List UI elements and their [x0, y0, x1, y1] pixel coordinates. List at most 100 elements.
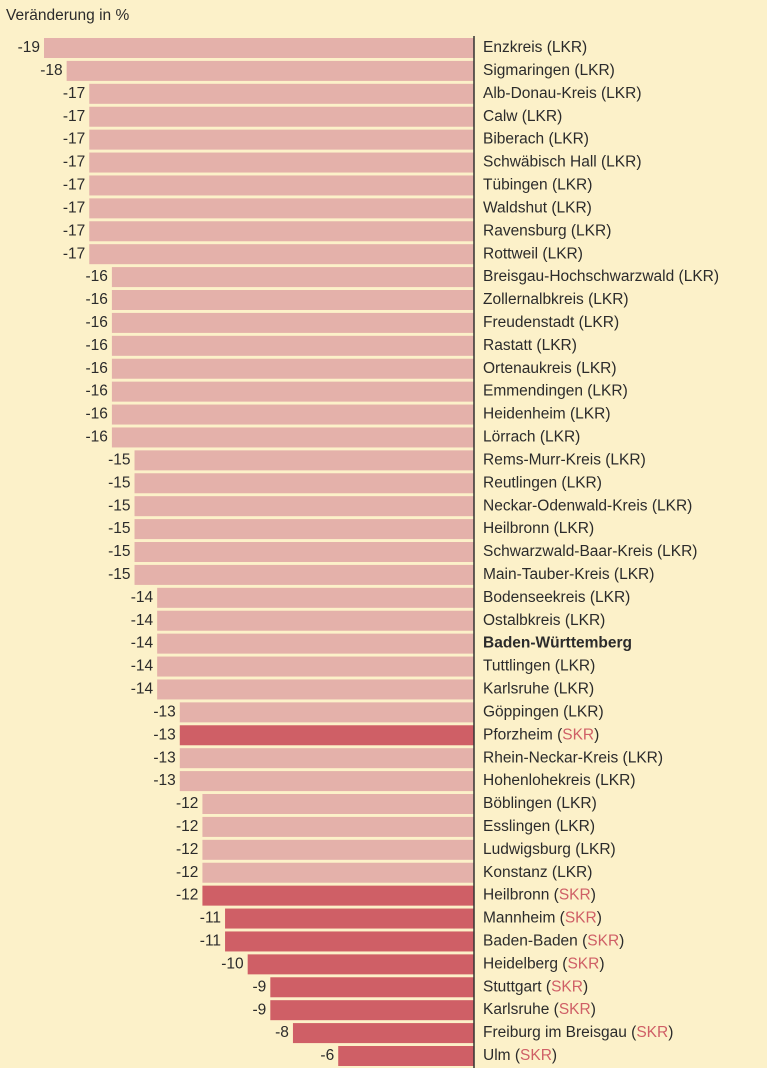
bar — [111, 312, 474, 333]
bar — [89, 244, 475, 265]
bar — [270, 1000, 474, 1021]
bar — [89, 221, 475, 242]
bar — [66, 60, 474, 81]
value-label: -8 — [275, 1024, 289, 1041]
label-part: SKR — [636, 1024, 668, 1041]
value-label: -15 — [108, 497, 130, 514]
bar — [111, 427, 474, 448]
bar — [134, 542, 475, 562]
value-label: -14 — [131, 658, 154, 675]
label-part: ) — [594, 726, 599, 743]
bar — [89, 106, 475, 127]
value-label: -19 — [18, 39, 40, 56]
value-label: -17 — [63, 131, 85, 148]
category-label: Karlsruhe (SKR) — [483, 1001, 596, 1018]
category-label: Hohenlohekreis (LKR) — [483, 772, 636, 789]
category-label: Ludwigsburg (LKR) — [483, 841, 616, 858]
category-label: Pforzheim (SKR) — [483, 726, 599, 743]
value-label: -9 — [253, 1001, 267, 1018]
value-label: -16 — [85, 291, 107, 308]
category-label: Konstanz (LKR) — [483, 864, 592, 881]
label-part: ) — [591, 1001, 596, 1018]
bar — [89, 198, 475, 219]
label-part: Heilbronn ( — [483, 887, 560, 904]
category-label: Göppingen (LKR) — [483, 703, 604, 720]
value-label: -12 — [176, 795, 198, 812]
value-label: -16 — [85, 360, 107, 377]
bar — [134, 496, 475, 517]
label-part: SKR — [559, 887, 591, 904]
value-label: -13 — [153, 703, 175, 720]
label-part: Ulm ( — [483, 1047, 521, 1064]
value-label: -17 — [63, 108, 85, 125]
value-label: -17 — [63, 85, 85, 102]
value-label: -15 — [108, 451, 130, 468]
category-label: Heilbronn (SKR) — [483, 887, 596, 904]
value-label: -15 — [108, 520, 130, 537]
category-label: Breisgau-Hochschwarzwald (LKR) — [483, 268, 719, 285]
value-label: -16 — [85, 429, 107, 446]
bar — [338, 1046, 474, 1066]
category-label: Emmendingen (LKR) — [483, 383, 628, 400]
bar — [111, 290, 474, 310]
label-part: ) — [619, 933, 624, 950]
bar — [202, 862, 474, 883]
bar — [134, 473, 475, 494]
bar — [179, 771, 474, 792]
category-label: Tübingen (LKR) — [483, 177, 592, 194]
category-label: Böblingen (LKR) — [483, 795, 597, 812]
category-label: Tuttlingen (LKR) — [483, 658, 595, 675]
value-label: -15 — [108, 543, 130, 560]
bar — [111, 335, 474, 356]
category-label: Main-Tauber-Kreis (LKR) — [483, 566, 654, 583]
label-part: SKR — [520, 1047, 552, 1064]
value-label: -17 — [63, 199, 85, 216]
bar — [270, 977, 474, 998]
bar — [157, 633, 474, 654]
category-label: Ulm (SKR) — [483, 1047, 557, 1064]
category-label: Reutlingen (LKR) — [483, 474, 602, 491]
value-label: -16 — [85, 314, 107, 331]
bar — [225, 931, 474, 952]
category-label: Ravensburg (LKR) — [483, 222, 611, 239]
label-part: Baden-Baden ( — [483, 933, 588, 950]
label-part: Stuttgart ( — [483, 978, 552, 995]
bar — [111, 381, 474, 402]
bar — [89, 83, 475, 104]
value-label: -16 — [85, 337, 107, 354]
bar — [157, 679, 474, 700]
label-part: Mannheim ( — [483, 910, 566, 927]
bar — [89, 152, 475, 173]
category-label: Freiburg im Breisgau (SKR) — [483, 1024, 673, 1041]
label-part: SKR — [551, 978, 583, 995]
value-label: -6 — [320, 1047, 334, 1064]
value-label: -16 — [85, 406, 107, 423]
value-label: -13 — [153, 772, 175, 789]
label-part: SKR — [559, 1001, 591, 1018]
category-label: Sigmaringen (LKR) — [483, 62, 615, 79]
category-label: Mannheim (SKR) — [483, 910, 602, 927]
value-label: -15 — [108, 566, 130, 583]
label-part: ) — [668, 1024, 673, 1041]
label-part: Freiburg im Breisgau ( — [483, 1024, 637, 1041]
bar — [89, 129, 475, 150]
value-label: -13 — [153, 726, 175, 743]
value-label: -9 — [253, 978, 267, 995]
label-part: Karlsruhe ( — [483, 1001, 560, 1018]
label-part: ) — [597, 910, 602, 927]
bar — [44, 38, 474, 58]
value-label: -17 — [63, 245, 85, 262]
category-label: Ortenaukreis (LKR) — [483, 360, 617, 377]
bar — [111, 267, 474, 288]
bar — [157, 610, 474, 631]
bar — [111, 404, 474, 425]
category-label: Rhein-Neckar-Kreis (LKR) — [483, 749, 663, 766]
bar — [179, 748, 474, 769]
bar — [157, 587, 474, 608]
value-label: -16 — [85, 268, 107, 285]
label-part: Pforzheim ( — [483, 726, 563, 743]
bar — [292, 1023, 474, 1044]
value-label: -13 — [153, 749, 175, 766]
value-label: -18 — [40, 62, 62, 79]
